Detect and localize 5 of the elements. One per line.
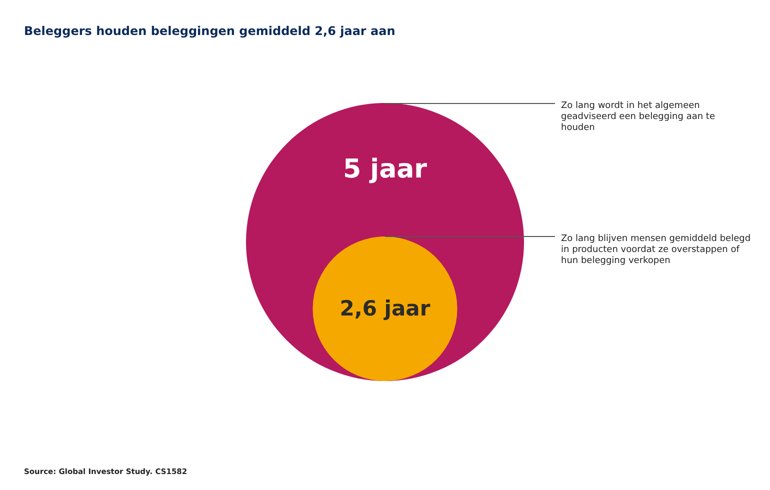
data-label: 5 jaar	[343, 154, 428, 185]
text: Beleggers houden beleggingen gemiddeld 2,6 jaar aan	[24, 24, 396, 38]
text: Zo lang blijven mensen gemiddeld belegd in producten voordat ze overstappen of hun belegging verkopen	[561, 234, 751, 268]
data-label: 2,6 jaar	[340, 296, 431, 321]
text: Zo lang wordt in het algemeen geadviseerd een belegging aan te houden	[561, 101, 716, 134]
